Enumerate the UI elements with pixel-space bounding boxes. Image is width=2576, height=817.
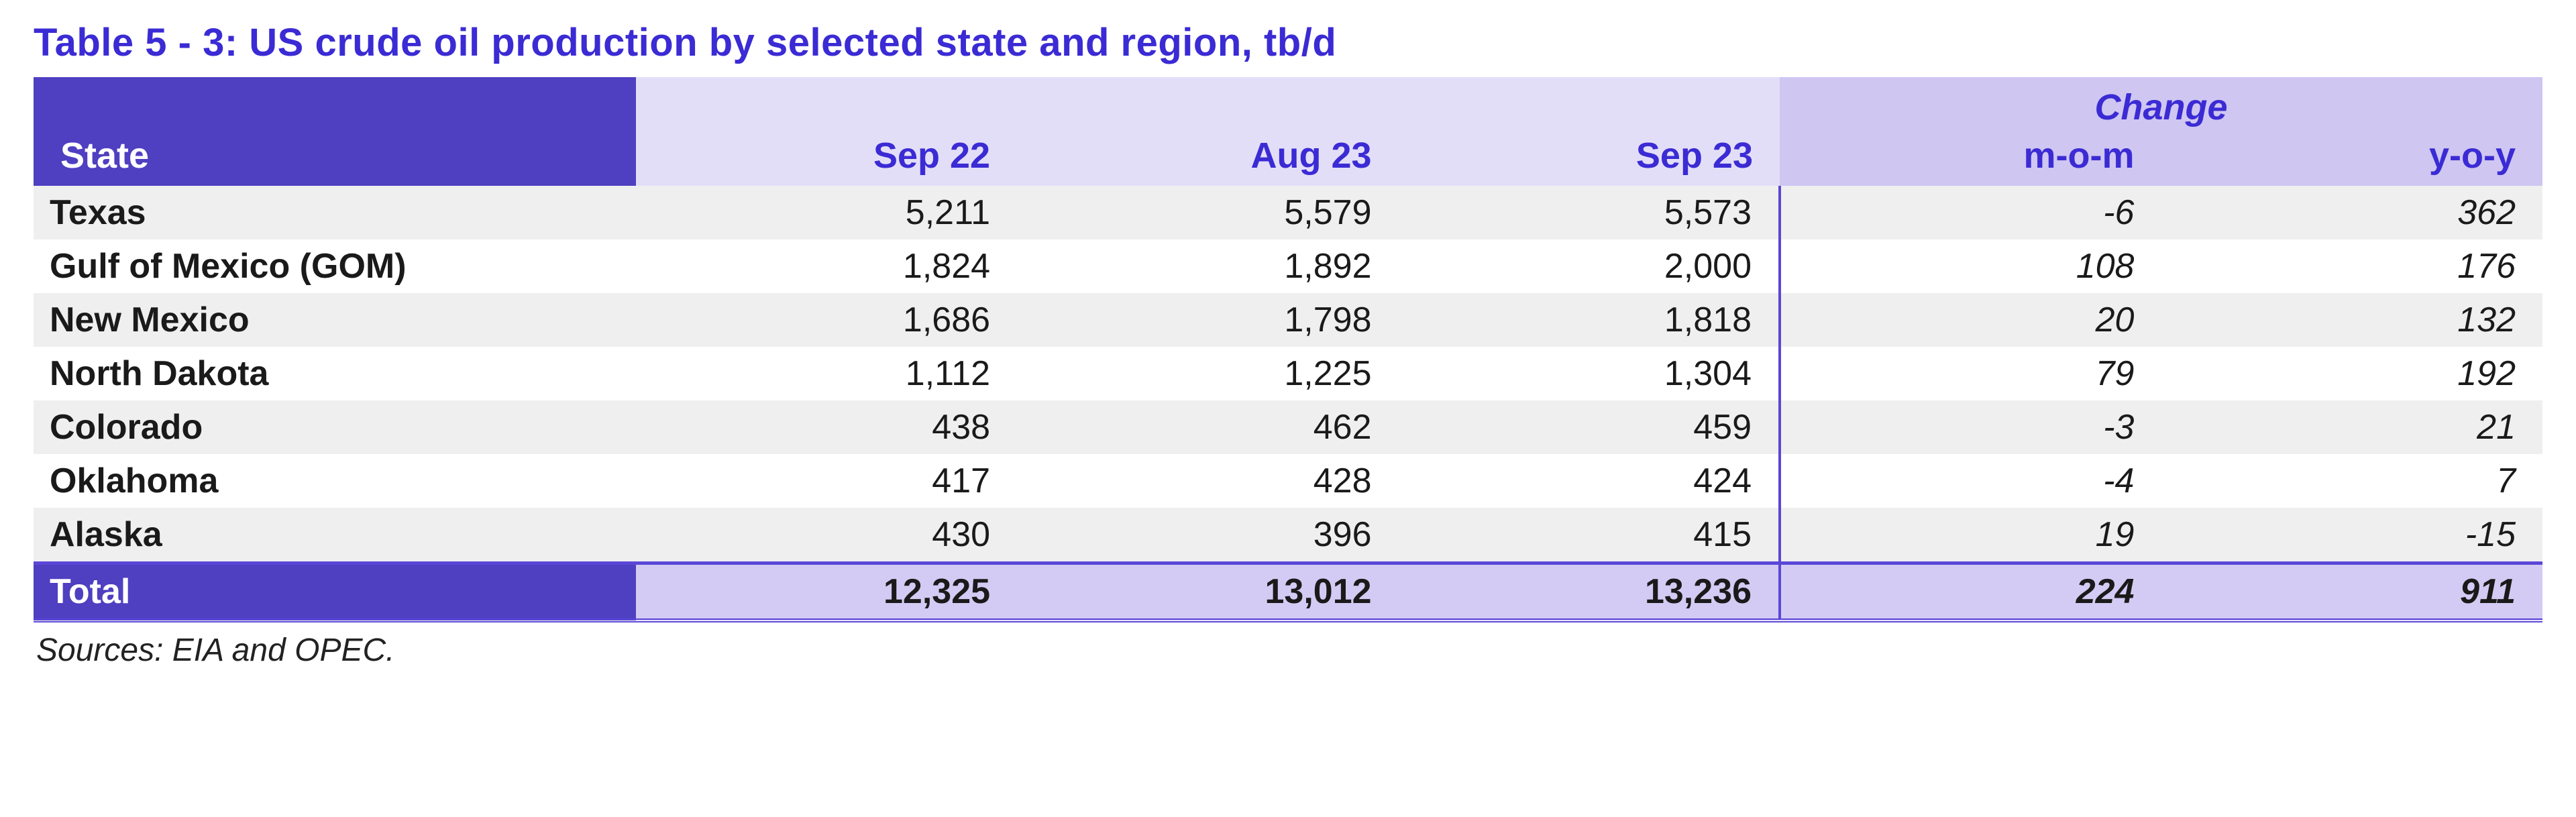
cell-yoy: 192 xyxy=(2161,347,2542,400)
cell-yoy: 176 xyxy=(2161,239,2542,293)
cell-mom: 19 xyxy=(1780,508,2161,563)
total-aug23: 13,012 xyxy=(1017,563,1398,621)
total-mom: 224 xyxy=(1780,563,2161,621)
cell-state: North Dakota xyxy=(34,347,636,400)
cell-mom: 20 xyxy=(1780,293,2161,347)
cell-state: Colorado xyxy=(34,400,636,454)
cell-mom: -6 xyxy=(1780,186,2161,239)
table-body: Texas5,2115,5795,573-6362Gulf of Mexico … xyxy=(34,186,2542,563)
cell-aug23: 5,579 xyxy=(1017,186,1398,239)
cell-aug23: 462 xyxy=(1017,400,1398,454)
header-change: Change xyxy=(1780,77,2542,131)
cell-state: Alaska xyxy=(34,508,636,563)
cell-state: Oklahoma xyxy=(34,454,636,508)
cell-state: Texas xyxy=(34,186,636,239)
header-sep22-top-blank xyxy=(636,77,1017,131)
header-yoy: y-o-y xyxy=(2161,131,2542,186)
cell-mom: 108 xyxy=(1780,239,2161,293)
table-row: Gulf of Mexico (GOM)1,8241,8922,00010817… xyxy=(34,239,2542,293)
cell-aug23: 396 xyxy=(1017,508,1398,563)
cell-aug23: 1,225 xyxy=(1017,347,1398,400)
header-aug23: Aug 23 xyxy=(1017,131,1398,186)
cell-aug23: 1,798 xyxy=(1017,293,1398,347)
total-sep22: 12,325 xyxy=(636,563,1017,621)
cell-mom: 79 xyxy=(1780,347,2161,400)
total-sep23: 13,236 xyxy=(1399,563,1780,621)
header-aug23-top-blank xyxy=(1017,77,1398,131)
cell-sep22: 1,112 xyxy=(636,347,1017,400)
cell-sep23: 5,573 xyxy=(1399,186,1780,239)
table-row: Colorado438462459-321 xyxy=(34,400,2542,454)
table-header: Change State Sep 22 Aug 23 Sep 23 m-o-m … xyxy=(34,77,2542,186)
cell-aug23: 1,892 xyxy=(1017,239,1398,293)
total-label: Total xyxy=(34,563,636,621)
table-title: Table 5 - 3: US crude oil production by … xyxy=(34,20,2542,65)
cell-sep22: 438 xyxy=(636,400,1017,454)
cell-yoy: -15 xyxy=(2161,508,2542,563)
header-state: State xyxy=(34,131,636,186)
cell-sep22: 5,211 xyxy=(636,186,1017,239)
table-row: New Mexico1,6861,7981,81820132 xyxy=(34,293,2542,347)
total-row: Total 12,325 13,012 13,236 224 911 xyxy=(34,563,2542,621)
sources-note: Sources: EIA and OPEC. xyxy=(34,632,2542,669)
cell-yoy: 362 xyxy=(2161,186,2542,239)
cell-mom: -3 xyxy=(1780,400,2161,454)
cell-yoy: 7 xyxy=(2161,454,2542,508)
cell-sep22: 1,824 xyxy=(636,239,1017,293)
table-container: Table 5 - 3: US crude oil production by … xyxy=(0,0,2576,696)
cell-sep23: 459 xyxy=(1399,400,1780,454)
cell-sep23: 424 xyxy=(1399,454,1780,508)
cell-sep22: 1,686 xyxy=(636,293,1017,347)
cell-sep22: 430 xyxy=(636,508,1017,563)
header-sep23: Sep 23 xyxy=(1399,131,1780,186)
cell-sep22: 417 xyxy=(636,454,1017,508)
cell-sep23: 2,000 xyxy=(1399,239,1780,293)
header-sep23-top-blank xyxy=(1399,77,1780,131)
header-sep22: Sep 22 xyxy=(636,131,1017,186)
table-row: Oklahoma417428424-47 xyxy=(34,454,2542,508)
header-state-top-blank xyxy=(34,77,636,131)
header-mom: m-o-m xyxy=(1780,131,2161,186)
table-row: North Dakota1,1121,2251,30479192 xyxy=(34,347,2542,400)
total-yoy: 911 xyxy=(2161,563,2542,621)
table-row: Texas5,2115,5795,573-6362 xyxy=(34,186,2542,239)
cell-yoy: 132 xyxy=(2161,293,2542,347)
cell-aug23: 428 xyxy=(1017,454,1398,508)
cell-sep23: 1,304 xyxy=(1399,347,1780,400)
cell-state: Gulf of Mexico (GOM) xyxy=(34,239,636,293)
cell-sep23: 415 xyxy=(1399,508,1780,563)
cell-yoy: 21 xyxy=(2161,400,2542,454)
cell-state: New Mexico xyxy=(34,293,636,347)
data-table: Change State Sep 22 Aug 23 Sep 23 m-o-m … xyxy=(34,77,2542,622)
cell-mom: -4 xyxy=(1780,454,2161,508)
cell-sep23: 1,818 xyxy=(1399,293,1780,347)
table-row: Alaska43039641519-15 xyxy=(34,508,2542,563)
